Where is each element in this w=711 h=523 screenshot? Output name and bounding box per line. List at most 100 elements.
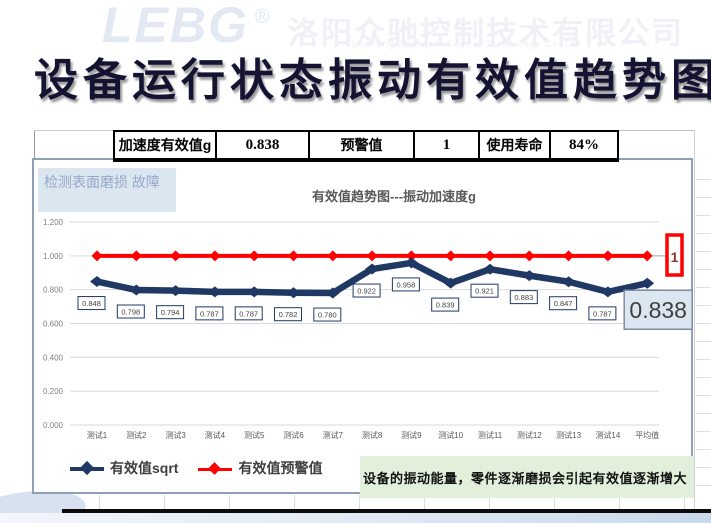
x-tick-label: 测试5 [244, 430, 265, 440]
spreadsheet-row-lines [696, 162, 711, 502]
x-tick-label: 测试1 [87, 430, 108, 440]
data-point-marker [561, 276, 576, 288]
data-label: 0.794 [161, 308, 180, 317]
x-tick-label: 测试9 [401, 430, 422, 440]
data-point-marker [404, 257, 419, 269]
data-point-marker [286, 287, 301, 299]
data-point-marker [325, 287, 340, 299]
data-label: 0.787 [239, 309, 258, 318]
data-label-box [195, 306, 224, 321]
y-tick-label: 0.600 [43, 319, 64, 328]
warning-marker [523, 250, 535, 262]
warning-marker [170, 250, 182, 262]
company-name-cn: 洛阳众驰控制技术有限公司 [288, 16, 684, 51]
data-label: 0.922 [357, 287, 376, 296]
x-tick-label: 平均值 [635, 430, 659, 440]
rms-series-legend-marker [70, 460, 104, 476]
y-tick-label: 1.200 [43, 218, 64, 227]
data-label-box [274, 307, 302, 322]
data-point-marker [247, 286, 262, 298]
x-tick-label: 测试8 [362, 430, 383, 440]
data-label-box [77, 296, 106, 311]
summary-table: 加速度有效值g 0.838 预警值 1 使用寿命 84% [113, 130, 619, 162]
accel-rms-value-cell: 0.838 [215, 132, 308, 158]
data-label-box [588, 306, 617, 321]
data-label: 0.782 [279, 310, 298, 319]
data-point-marker [90, 276, 104, 288]
grid-remnant-line [617, 130, 695, 131]
x-tick-label: 测试6 [283, 430, 304, 440]
data-point-marker [522, 270, 537, 282]
x-tick-label: 测试12 [517, 430, 542, 440]
warning-marker [209, 250, 221, 262]
warning-marker [563, 250, 575, 262]
registered-trademark-icon: ® [255, 6, 270, 28]
page-title: 设备运行状态振动有效值趋势图 [34, 56, 711, 105]
warning-marker [130, 250, 142, 262]
spreadsheet-cell-ticks [35, 495, 693, 509]
y-tick-label: 0.200 [43, 387, 64, 396]
trend-chart-svg: 1.200 1.000 0.800 0.600 0.400 0.200 0.000 测试1 测试… [43, 218, 693, 440]
data-label-box [431, 297, 460, 312]
legend-diamond-icon [208, 461, 222, 475]
x-tick-label: 测试7 [323, 430, 344, 440]
threshold-annotation-box [665, 233, 684, 277]
data-label-box [116, 304, 145, 319]
x-tick-label: 测试14 [595, 430, 620, 440]
y-tick-label: 0.000 [43, 421, 64, 430]
threshold-annotation-value: 1 [671, 249, 679, 265]
warning-marker [288, 250, 299, 262]
data-label-box [391, 277, 420, 292]
x-tick-label: 测试2 [126, 430, 147, 440]
data-label-box [313, 307, 342, 322]
chart-legend: 有效值sqrt 有效值预警值 [70, 457, 336, 479]
service-life-label-cell: 使用寿命 [478, 132, 549, 158]
warning-marker [445, 250, 457, 262]
warning-marker [248, 250, 260, 262]
data-label-box [470, 283, 499, 298]
data-label: 0.798 [121, 308, 140, 317]
data-label: 0.883 [514, 293, 533, 302]
y-tick-label: 0.800 [43, 286, 64, 295]
data-label: 0.839 [436, 301, 455, 310]
warning-marker [484, 250, 496, 262]
warning-marker [366, 250, 378, 262]
warning-marker [641, 250, 653, 262]
data-point-marker [443, 277, 458, 289]
slide-bottom-edge [0, 513, 711, 523]
data-point-marker [129, 284, 144, 296]
data-point-marker [640, 277, 655, 289]
data-label-box [509, 290, 538, 305]
trend-chart-panel: 1.200 1.000 0.800 0.600 0.400 0.200 0.000 测试1 测试… [32, 158, 693, 494]
data-label: 0.921 [475, 287, 494, 296]
data-point-marker [365, 263, 380, 275]
data-label: 0.787 [593, 309, 612, 318]
spreadsheet-column-line [694, 130, 695, 510]
x-tick-label: 测试11 [478, 430, 503, 440]
grid-remnant-line [34, 131, 35, 158]
x-tick-label: 测试4 [205, 430, 226, 440]
y-tick-label: 0.400 [43, 353, 64, 362]
data-label: 0.958 [397, 280, 416, 289]
data-label: 0.787 [200, 309, 219, 318]
data-label: 0.780 [318, 311, 337, 320]
average-label: 0.838 [629, 297, 687, 323]
data-label: 0.848 [82, 299, 101, 308]
data-label: 0.847 [554, 299, 573, 308]
warning-marker [405, 250, 417, 262]
data-point-marker [207, 286, 222, 298]
vibration-note: 设备的振动能量，零件逐渐磨损会引起有效值逐渐增大 [360, 456, 694, 498]
rms-series-legend-label: 有效值sqrt [110, 460, 179, 476]
warning-marker [327, 250, 339, 262]
warning-threshold-value-cell: 1 [413, 132, 478, 158]
accel-rms-label-cell: 加速度有效值g [118, 137, 212, 153]
x-tick-label: 测试10 [438, 430, 463, 440]
data-label-box [156, 305, 185, 320]
data-label-box [352, 283, 381, 298]
slide-divider-line [62, 509, 711, 513]
x-tick-label: 测试3 [165, 430, 186, 440]
fault-detection-label: 检测表面磨损 故障 [38, 168, 176, 212]
grid-remnant-line [34, 130, 113, 131]
data-label-box [234, 306, 263, 321]
chart-title: 有效值趋势图---振动加速度g [312, 189, 476, 204]
